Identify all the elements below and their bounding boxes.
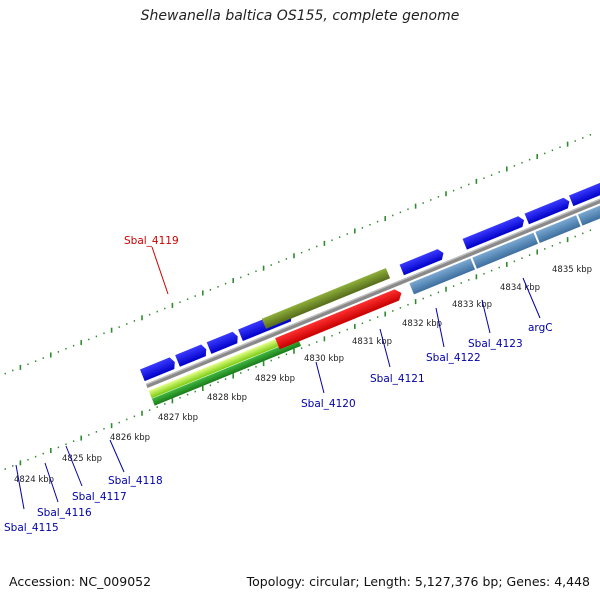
gene-leader-line bbox=[315, 361, 325, 394]
cds-forward bbox=[569, 181, 600, 207]
gene-leader-line bbox=[151, 246, 169, 295]
gene-leader-line bbox=[44, 462, 59, 503]
gene-leader-line bbox=[481, 299, 491, 334]
gene-label: Sbal_4116 bbox=[37, 507, 92, 519]
feature-sbal-4119-olive bbox=[261, 268, 391, 329]
cds-reverse bbox=[472, 232, 538, 269]
gene-leader-line bbox=[379, 328, 391, 368]
gene-leader-line bbox=[522, 277, 541, 319]
kbp-label: 4826 kbp bbox=[110, 433, 150, 443]
gene-label: Sbal_4121 bbox=[370, 373, 425, 385]
gene-labels: Sbal_4115 Sbal_4116 Sbal_4117 Sbal_4118 Sbal… bbox=[4, 235, 553, 534]
cds-forward bbox=[524, 197, 570, 225]
kbp-label: 4827 kbp bbox=[158, 413, 198, 423]
cds-forward bbox=[399, 249, 444, 276]
gene-label: Sbal_4118 bbox=[108, 475, 163, 487]
genome-backbone bbox=[145, 43, 600, 389]
outer-tick-row bbox=[4, 134, 592, 375]
map-title: Shewanella baltica OS155, complete genom… bbox=[140, 8, 460, 24]
accession-text: Accession: NC_009052 bbox=[9, 574, 152, 589]
kbp-label: 4830 kbp bbox=[304, 354, 344, 364]
kbp-label: 4828 kbp bbox=[207, 393, 247, 403]
gene-leader-line bbox=[109, 439, 125, 473]
feature-lime bbox=[148, 330, 300, 399]
feature-green bbox=[151, 338, 302, 406]
kbp-scale: 4824 kbp 4825 kbp 4826 kbp 4827 kbp 4828 kbp… bbox=[14, 265, 592, 485]
kbp-label: 4831 kbp bbox=[352, 337, 392, 347]
gene-label: argC bbox=[528, 322, 553, 334]
cds-forward bbox=[206, 331, 238, 354]
kbp-label: 4834 kbp bbox=[500, 283, 540, 293]
gene-leader-line bbox=[435, 307, 445, 348]
gene-label: Sbal_4117 bbox=[72, 491, 127, 503]
kbp-label: 4829 kbp bbox=[255, 374, 295, 384]
gene-label: Sbal_4119 bbox=[124, 235, 179, 247]
cds-reverse bbox=[535, 215, 581, 244]
kbp-label: 4825 kbp bbox=[62, 454, 102, 464]
feature-sbal-4119-red bbox=[275, 289, 402, 350]
cds-reverse bbox=[409, 258, 476, 295]
cds-forward bbox=[462, 216, 524, 250]
gene-label: Sbal_4120 bbox=[301, 398, 356, 410]
gene-label: Sbal_4115 bbox=[4, 522, 59, 534]
gene-leader-line bbox=[65, 445, 83, 487]
gene-label: Sbal_4122 bbox=[426, 352, 481, 364]
kbp-label: 4824 kbp bbox=[14, 475, 54, 485]
cds-forward bbox=[175, 344, 207, 367]
topology-text: Topology: circular; Length: 5,127,376 bp… bbox=[246, 574, 590, 589]
kbp-label: 4832 kbp bbox=[402, 319, 442, 329]
inner-tick-row bbox=[4, 229, 592, 470]
cds-forward bbox=[139, 357, 175, 382]
kbp-label: 4835 kbp bbox=[552, 265, 592, 275]
kbp-label: 4833 kbp bbox=[452, 300, 492, 310]
gene-label: Sbal_4123 bbox=[468, 338, 523, 350]
gene-leader-line bbox=[15, 464, 25, 510]
